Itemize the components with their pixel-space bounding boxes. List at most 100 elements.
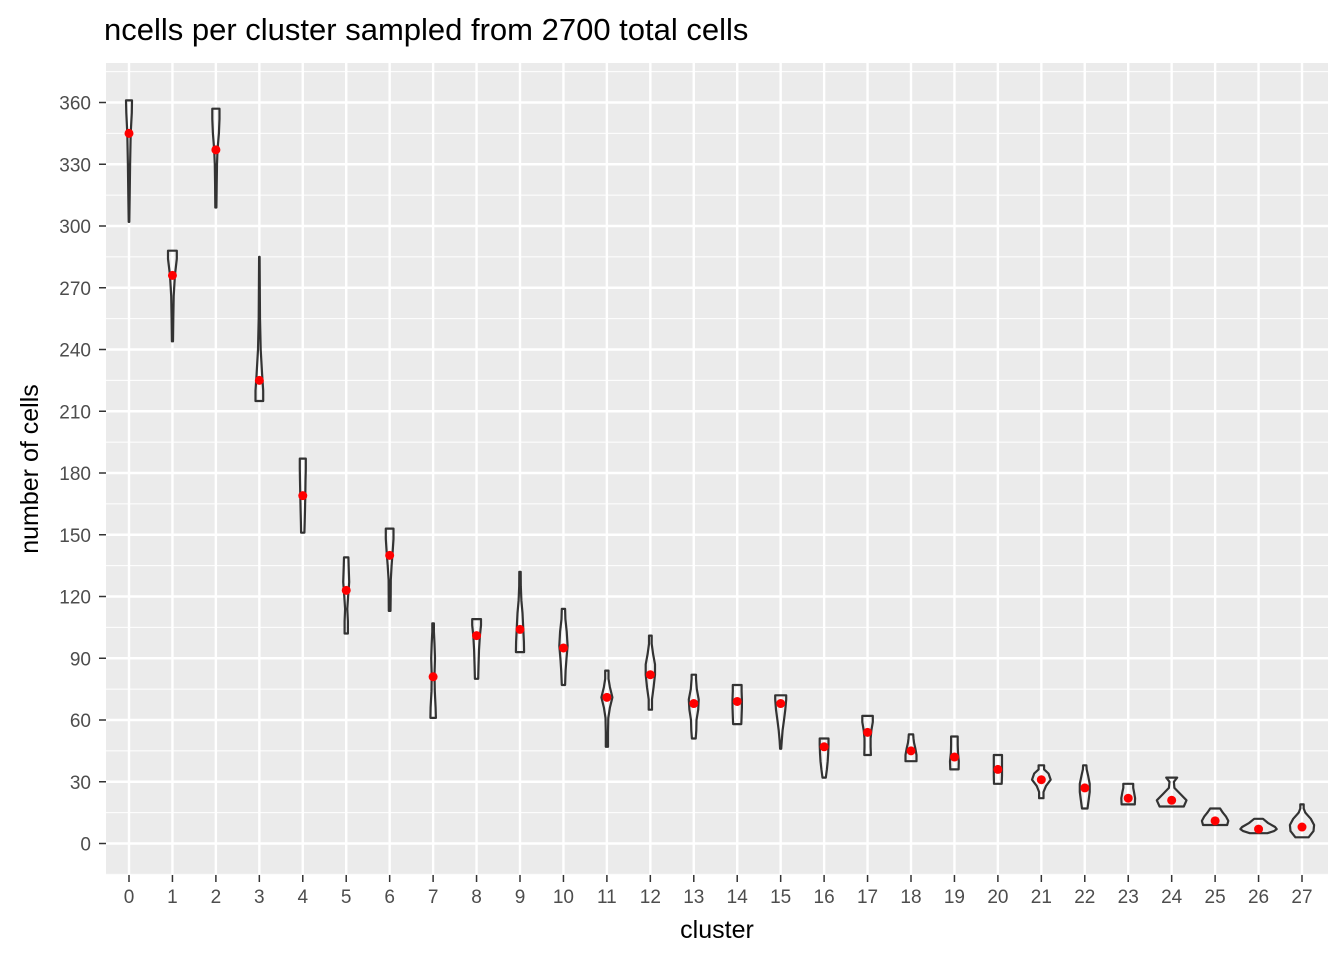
x-tick-label: 4 — [297, 887, 308, 908]
mean-point-cluster-27 — [1297, 822, 1307, 832]
mean-point-cluster-22 — [1080, 783, 1090, 793]
y-tick-label: 0 — [80, 835, 91, 856]
violin-cluster-17 — [861, 714, 874, 757]
violin-cluster-14 — [731, 683, 744, 726]
x-tick-label: 5 — [341, 887, 352, 908]
x-tick-label: 17 — [857, 887, 878, 908]
x-tick-label: 24 — [1161, 887, 1183, 908]
x-tick-label: 25 — [1205, 887, 1226, 908]
violin-cluster-23 — [1120, 782, 1137, 806]
mean-point-cluster-10 — [558, 643, 568, 653]
violin-cluster-6 — [384, 527, 395, 613]
violin-cluster-9 — [514, 570, 526, 654]
violin-cluster-1 — [166, 249, 178, 343]
violin-cluster-3 — [254, 255, 265, 403]
grid-minor — [106, 71, 1328, 875]
mean-point-cluster-19 — [949, 752, 959, 762]
x-tick-label: 7 — [428, 887, 439, 908]
x-axis-ticks: 0 1 2 3 4 5 6 7 8 9 10 11 12 13 14 15 16 17 18 19 20 21 22 23 24… — [124, 875, 1313, 908]
x-tick-label: 3 — [254, 887, 265, 908]
violin-cluster-26 — [1239, 817, 1278, 835]
y-tick-label: 150 — [59, 526, 91, 547]
violin-cluster-8 — [471, 617, 483, 680]
x-tick-label: 13 — [683, 887, 704, 908]
violin-cluster-2 — [211, 107, 221, 209]
mean-point-cluster-1 — [167, 270, 177, 280]
y-tick-label: 270 — [59, 279, 91, 300]
mean-point-cluster-24 — [1167, 795, 1177, 805]
x-tick-label: 18 — [900, 887, 921, 908]
mean-point-cluster-15 — [776, 699, 786, 709]
x-tick-label: 6 — [384, 887, 395, 908]
y-axis-ticks: 0 30 60 90 120 150 180 210 240 270 300 330 360 — [59, 94, 106, 856]
plot-panel — [106, 63, 1328, 875]
mean-point-cluster-8 — [472, 631, 482, 641]
x-tick-label: 2 — [211, 887, 222, 908]
y-tick-label: 90 — [70, 649, 91, 670]
y-tick-label: 60 — [70, 711, 91, 732]
mean-point-cluster-3 — [254, 375, 264, 385]
violin-cluster-5 — [342, 556, 351, 635]
violin-cluster-15 — [774, 694, 788, 750]
x-tick-label: 27 — [1291, 887, 1312, 908]
x-axis-title: cluster — [680, 916, 754, 944]
mean-point-cluster-2 — [211, 145, 221, 155]
y-tick-label: 210 — [59, 402, 91, 423]
x-tick-label: 11 — [597, 887, 617, 908]
mean-points — [124, 128, 1307, 834]
violin-cluster-4 — [298, 457, 307, 534]
mean-point-cluster-14 — [732, 696, 742, 706]
x-tick-label: 14 — [727, 887, 749, 908]
violin-cluster-24 — [1155, 776, 1188, 808]
violin-cluster-0 — [124, 99, 134, 223]
mean-point-cluster-11 — [602, 692, 612, 702]
mean-point-cluster-9 — [515, 624, 525, 634]
x-tick-label: 26 — [1248, 887, 1269, 908]
mean-point-cluster-26 — [1254, 824, 1264, 834]
violin-cluster-16 — [818, 737, 830, 779]
y-tick-label: 300 — [59, 217, 91, 238]
x-tick-label: 21 — [1031, 887, 1052, 908]
x-tick-label: 1 — [167, 887, 178, 908]
mean-point-cluster-16 — [819, 742, 829, 752]
x-tick-label: 15 — [770, 887, 791, 908]
x-tick-label: 22 — [1074, 887, 1095, 908]
y-tick-label: 360 — [59, 94, 91, 115]
mean-point-cluster-7 — [428, 672, 438, 682]
mean-point-cluster-4 — [298, 491, 308, 501]
mean-point-cluster-21 — [1036, 775, 1046, 785]
violins — [124, 99, 1316, 839]
mean-point-cluster-0 — [124, 128, 134, 138]
violin-cluster-21 — [1030, 764, 1052, 800]
y-tick-label: 120 — [59, 588, 91, 609]
x-tick-label: 19 — [944, 887, 965, 908]
y-tick-label: 30 — [70, 773, 91, 794]
mean-point-cluster-6 — [385, 550, 395, 560]
violin-cluster-18 — [904, 733, 918, 763]
x-tick-label: 16 — [814, 887, 835, 908]
mean-point-cluster-12 — [645, 670, 655, 680]
x-tick-label: 0 — [124, 887, 135, 908]
violin-cluster-25 — [1200, 807, 1230, 827]
x-tick-label: 12 — [640, 887, 661, 908]
violin-cluster-11 — [600, 669, 614, 748]
y-axis-title: number of cells — [16, 384, 44, 554]
x-tick-label: 23 — [1118, 887, 1139, 908]
y-tick-label: 180 — [59, 464, 91, 485]
violin-cluster-22 — [1078, 764, 1091, 810]
violin-cluster-13 — [687, 673, 700, 740]
violin-cluster-12 — [644, 634, 657, 711]
y-tick-label: 330 — [59, 155, 91, 176]
mean-point-cluster-20 — [993, 764, 1003, 774]
x-tick-label: 9 — [515, 887, 526, 908]
x-tick-label: 10 — [553, 887, 574, 908]
mean-point-cluster-18 — [906, 746, 916, 756]
y-tick-label: 240 — [59, 341, 91, 362]
mean-point-cluster-25 — [1210, 816, 1220, 826]
mean-point-cluster-23 — [1123, 793, 1133, 803]
mean-point-cluster-13 — [689, 699, 699, 709]
violin-cluster-27 — [1288, 803, 1316, 839]
x-tick-label: 20 — [987, 887, 1008, 908]
violin-cluster-10 — [558, 607, 569, 687]
